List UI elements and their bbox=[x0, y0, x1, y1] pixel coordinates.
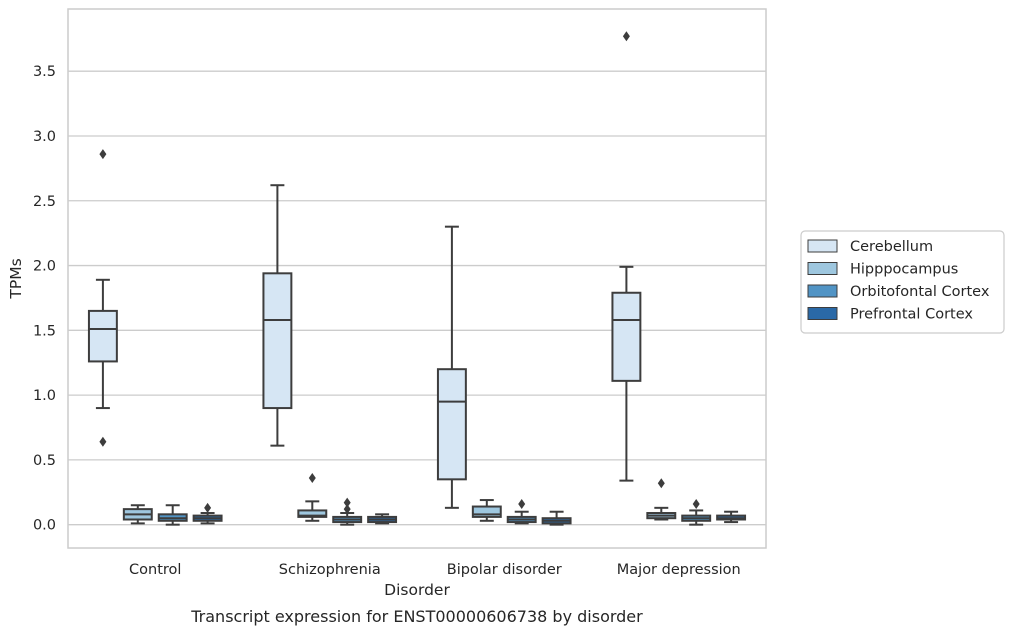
y-tick-labels: 0.0 0.5 1.0 1.5 2.0 2.5 3.0 3.5 bbox=[33, 64, 56, 533]
box-iqr bbox=[471, 505, 502, 518]
y-tick-label: 2.0 bbox=[33, 259, 56, 275]
legend-swatch bbox=[807, 307, 838, 320]
legend-label: Hipppocampus bbox=[850, 262, 958, 278]
legend-label: Cerebellum bbox=[850, 239, 933, 255]
legend-swatch bbox=[807, 239, 838, 253]
y-tick-label: 3.5 bbox=[33, 64, 56, 80]
y-tick-label: 1.0 bbox=[33, 388, 56, 404]
outlier-point bbox=[204, 502, 212, 513]
box-iqr bbox=[87, 309, 118, 363]
x-tick-label: Major depression bbox=[617, 562, 741, 578]
box-3-2 bbox=[681, 498, 712, 526]
outlier-point bbox=[657, 478, 665, 489]
box-2-1 bbox=[471, 499, 502, 522]
x-tick-label: Schizophrenia bbox=[279, 562, 381, 578]
legend-label: Orbitofontal Cortex bbox=[850, 284, 990, 300]
box-2-3 bbox=[541, 510, 572, 526]
box-1-2 bbox=[332, 497, 363, 526]
legend-item: Prefrontal Cortex bbox=[807, 307, 973, 323]
box-3-1 bbox=[646, 478, 677, 521]
box-iqr bbox=[611, 291, 642, 382]
box-iqr bbox=[262, 272, 293, 410]
y-tick-label: 3.0 bbox=[33, 129, 56, 145]
outlier-point bbox=[622, 31, 630, 42]
box-0-3 bbox=[192, 502, 223, 525]
box-1-3 bbox=[367, 513, 398, 525]
x-tick-label: Bipolar disorder bbox=[447, 562, 562, 578]
legend: Cerebellum Hipppocampus Orbitofontal Corte… bbox=[800, 230, 1005, 334]
box-iqr bbox=[297, 509, 328, 518]
x-axis-label: Disorder bbox=[384, 581, 450, 599]
box-3-0 bbox=[611, 31, 642, 482]
box-3-3 bbox=[716, 510, 747, 524]
gridlines bbox=[68, 70, 766, 526]
outlier-point bbox=[99, 149, 107, 160]
outlier-point bbox=[343, 504, 351, 515]
legend-item: Hipppocampus bbox=[807, 262, 958, 278]
y-axis-label: TPMs bbox=[7, 258, 25, 299]
y-tick-label: 1.5 bbox=[33, 323, 56, 339]
box-1-0 bbox=[262, 184, 293, 447]
box-series-layer bbox=[87, 31, 747, 526]
box-0-2 bbox=[157, 504, 188, 526]
x-tick-label: Control bbox=[129, 562, 181, 578]
legend-frame bbox=[800, 230, 1005, 334]
y-tick-label: 2.5 bbox=[33, 194, 56, 210]
outlier-point bbox=[518, 498, 526, 509]
outlier-point bbox=[308, 473, 316, 484]
box-2-2 bbox=[506, 498, 537, 525]
legend-swatch bbox=[807, 262, 838, 275]
legend-label: Prefrontal Cortex bbox=[850, 307, 973, 323]
figure-caption: Transcript expression for ENST0000060673… bbox=[190, 607, 643, 626]
x-tick-labels: Control Schizophrenia Bipolar disorder Majo… bbox=[129, 562, 741, 578]
box-1-1 bbox=[297, 473, 328, 522]
legend-item: Cerebellum bbox=[807, 239, 933, 255]
y-tick-label: 0.0 bbox=[33, 518, 56, 534]
box-0-0 bbox=[87, 149, 118, 447]
plot-frame bbox=[67, 8, 767, 549]
box-iqr bbox=[436, 368, 467, 481]
y-tick-label: 0.5 bbox=[33, 453, 56, 469]
legend-swatch bbox=[807, 284, 838, 298]
box-2-0 bbox=[436, 225, 467, 509]
outlier-point bbox=[692, 498, 700, 509]
outlier-point bbox=[343, 497, 351, 508]
box-0-1 bbox=[122, 504, 153, 525]
legend-item: Orbitofontal Cortex bbox=[807, 284, 990, 300]
outlier-point bbox=[99, 436, 107, 447]
